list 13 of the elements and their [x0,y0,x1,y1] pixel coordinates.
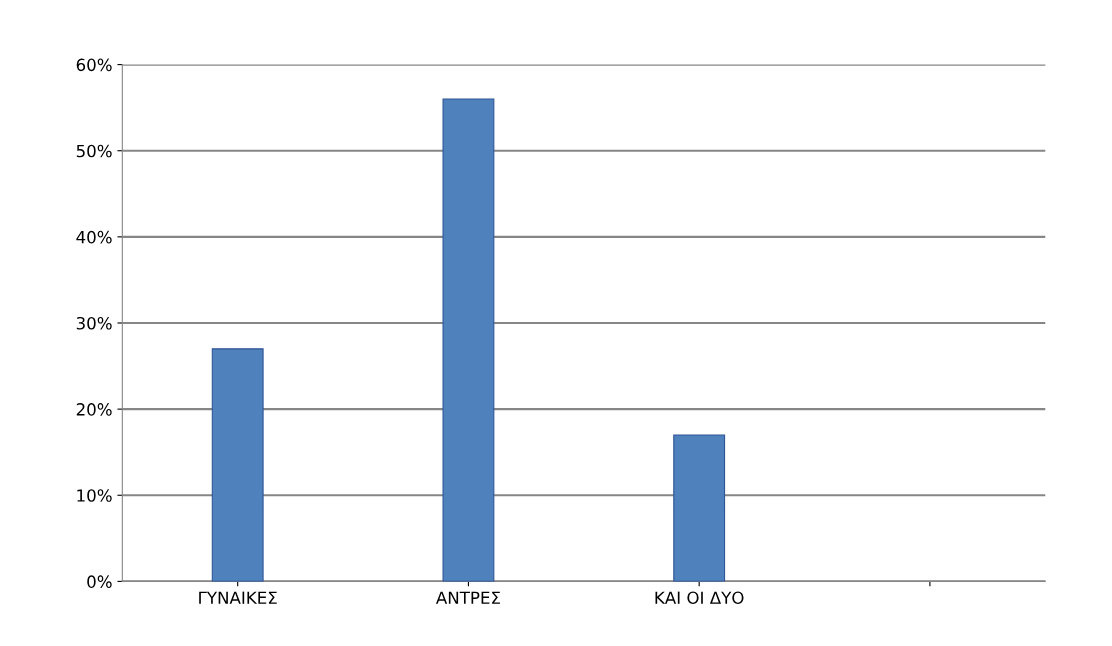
x-tick-label: ΑΝΤΡΕΣ [435,591,500,604]
bar [673,434,726,582]
bar [442,98,495,582]
y-tick-label: 40% [76,230,112,244]
x-tick-label: ΓΥΝΑΙΚΕΣ [199,591,277,604]
bar [211,348,264,582]
x-tick-label: ΚΑΙ ΟΙ ΔΥΟ [655,591,744,605]
y-tick-label: 30% [76,316,112,330]
y-tick-label: 10% [77,489,112,502]
y-tick-label: 60% [76,58,112,72]
y-tick-label: 0% [87,575,112,588]
y-tick-label: 50% [76,144,112,158]
y-tick-label: 20% [76,403,112,416]
